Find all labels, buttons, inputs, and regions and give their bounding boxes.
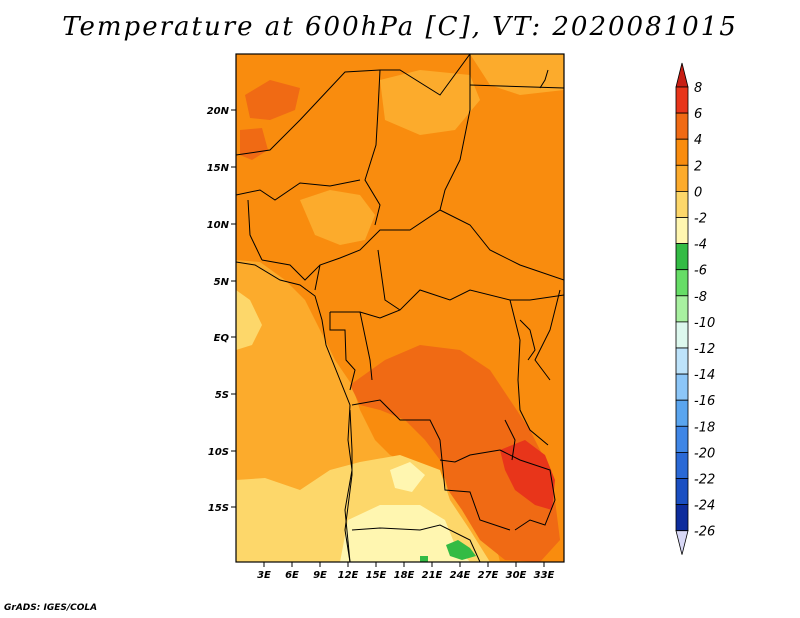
colorbar-swatch — [675, 269, 689, 297]
colorbar-label: 2 — [694, 159, 702, 174]
lat-tick-label: 10S — [208, 447, 229, 458]
field-4-6-west — [240, 128, 268, 160]
longitude-axis: 3E 6E 9E 12E 15E 18E 21E 24E 27E 30E 33E — [257, 562, 555, 581]
colorbar-label: 6 — [694, 107, 702, 122]
lon-tick-label: 3E — [257, 570, 271, 581]
colorbar-swatch — [675, 451, 689, 479]
colorbar-label: -22 — [694, 473, 715, 488]
lon-tick-label: 12E — [338, 570, 359, 581]
latitude-axis: 20N 15N 10N 5N EQ 5S 10S 15S — [207, 106, 236, 514]
colorbar-swatch — [675, 295, 689, 323]
colorbar-label: -14 — [694, 368, 715, 383]
colorbar-label: -16 — [694, 394, 715, 409]
field-6-8-zambia — [500, 440, 555, 510]
field-4-6-northwest — [245, 80, 300, 120]
lon-tick-label: 21E — [422, 570, 443, 581]
field-m6-m4-patch — [446, 540, 476, 560]
lat-tick-label: 10N — [207, 220, 230, 231]
lat-tick-label: 15S — [208, 503, 229, 514]
lat-tick-label: 5S — [215, 390, 229, 401]
colorbar-label: -24 — [694, 499, 715, 514]
country-borders — [236, 54, 564, 562]
map-title: Temperature at 600hPa [C], VT: 202008101… — [62, 12, 738, 42]
colorbar-swatch — [675, 86, 689, 114]
colorbar-swatch — [675, 373, 689, 401]
colorbar-label: -6 — [694, 264, 707, 279]
field-4-6-congo — [350, 345, 560, 562]
colorbar-label: -20 — [694, 446, 715, 461]
colorbar-swatch — [675, 399, 689, 427]
colorbar-swatch — [675, 164, 689, 192]
field-m2-0-gulf — [236, 290, 262, 350]
colorbar-swatch — [675, 425, 689, 453]
colorbar-label: -26 — [694, 525, 715, 540]
colorbar-swatch — [675, 217, 689, 245]
colorbar-label: -2 — [694, 212, 707, 227]
lon-tick-label: 27E — [478, 570, 499, 581]
colorbar-swatch — [675, 190, 689, 218]
colorbar-swatch — [675, 504, 689, 532]
colorbar-swatch — [675, 243, 689, 271]
lat-tick-label: 20N — [207, 106, 230, 117]
lon-tick-label: 18E — [394, 570, 415, 581]
colorbar: 8 6 4 2 0 -2 -4 -6 -8 -10 -12 -14 -16 -18 -20 -22 -24 -26 — [675, 62, 715, 555]
grads-credit: GrADS: IGES/COLA — [4, 603, 98, 613]
colorbar-top-arrow — [675, 62, 689, 88]
field-m4-m2-center — [390, 462, 425, 492]
colorbar-swatch — [675, 347, 689, 375]
coastlines — [236, 69, 549, 562]
colorbar-label: 4 — [694, 133, 702, 148]
lat-tick-label: EQ — [214, 333, 230, 344]
colorbar-swatch — [675, 478, 689, 506]
field-m4-m2-south — [340, 505, 470, 562]
colorbar-bottom-arrow — [675, 530, 689, 555]
field-m6-m4-patch-2 — [420, 556, 428, 562]
lat-tick-label: 5N — [214, 277, 230, 288]
lon-tick-label: 24E — [450, 570, 471, 581]
field-0-2-northeast — [470, 54, 564, 95]
lon-tick-label: 15E — [366, 570, 387, 581]
lon-tick-label: 33E — [534, 570, 555, 581]
colorbar-label: -4 — [694, 238, 707, 253]
colorbar-label: 0 — [694, 185, 702, 200]
colorbar-swatch — [675, 112, 689, 140]
colorbar-swatch — [675, 321, 689, 349]
lon-tick-label: 9E — [313, 570, 327, 581]
colorbar-label: -8 — [694, 290, 707, 305]
colorbar-label: -18 — [694, 420, 715, 435]
map-frame — [235, 53, 565, 563]
colorbar-label: -10 — [694, 316, 715, 331]
temperature-field — [236, 54, 564, 562]
colorbar-swatch — [675, 138, 689, 166]
field-0-2-north — [380, 70, 480, 135]
field-0-2-sahel — [300, 190, 375, 245]
colorbar-label: 8 — [694, 81, 702, 96]
lat-tick-label: 15N — [207, 163, 230, 174]
lon-tick-label: 6E — [285, 570, 299, 581]
lon-tick-label: 30E — [506, 570, 527, 581]
colorbar-label: -12 — [694, 342, 715, 357]
